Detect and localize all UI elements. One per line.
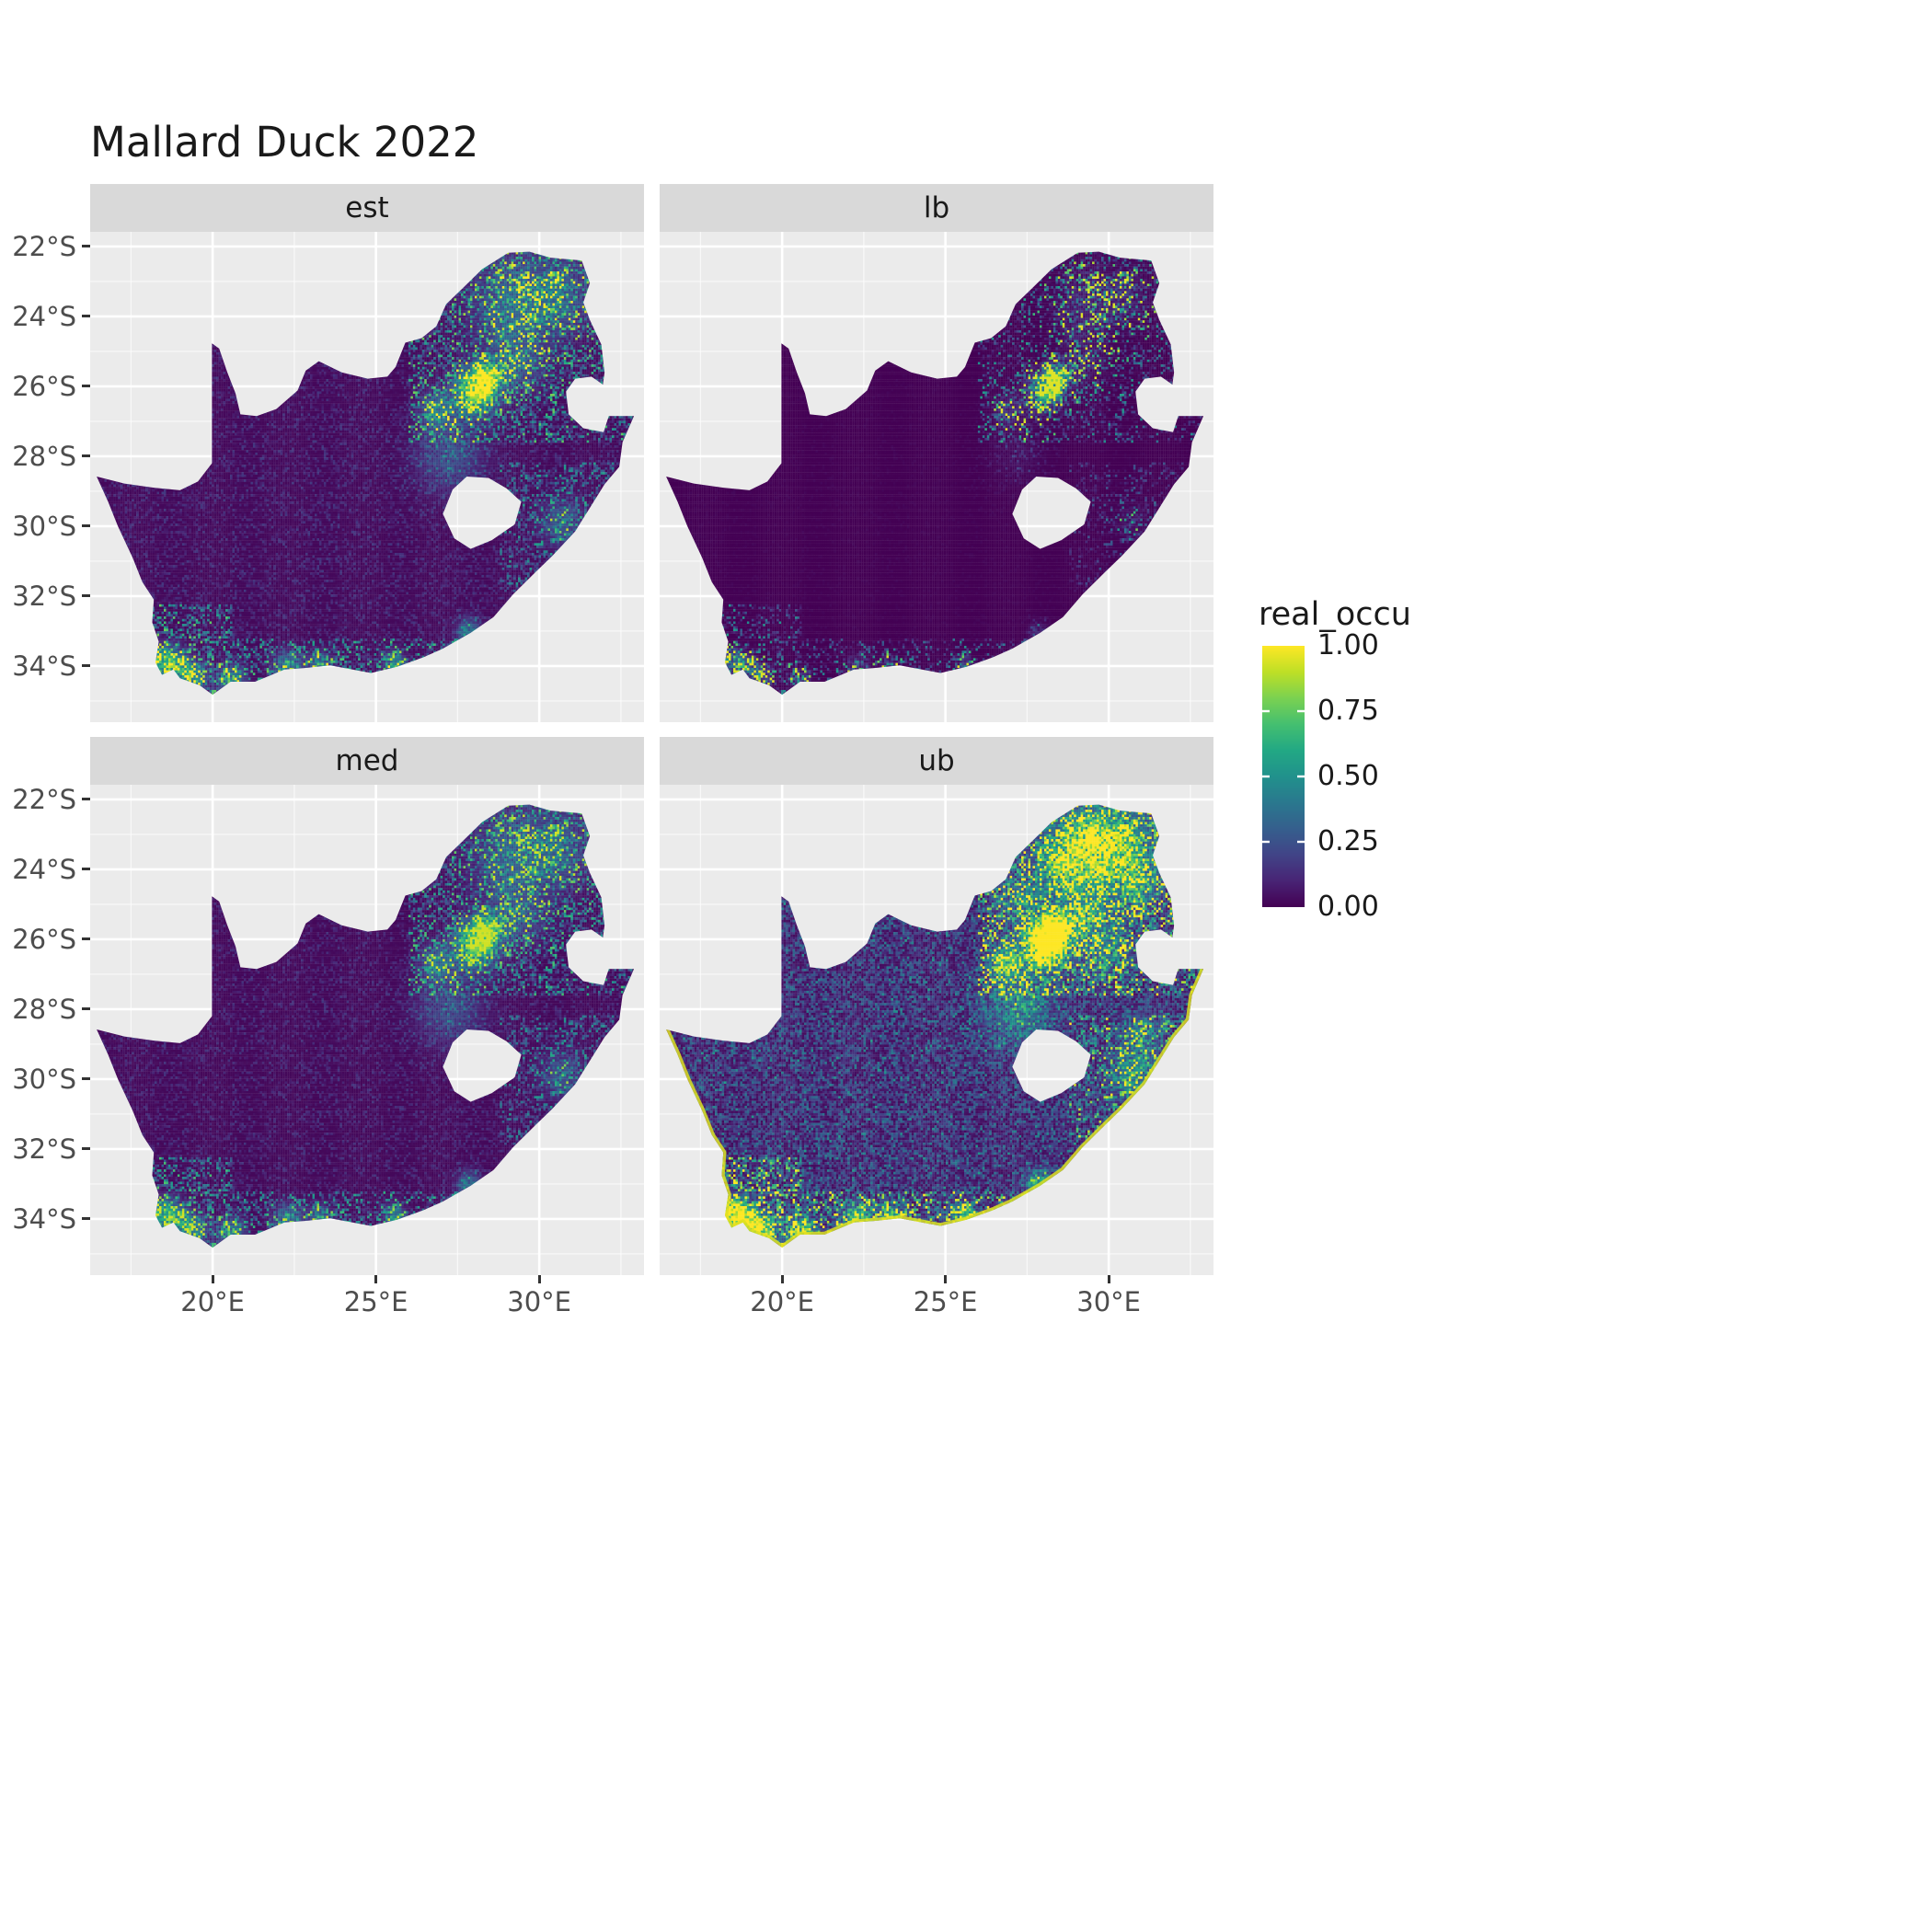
y-axis-tick-mark [82,868,90,871]
chart-title: Mallard Duck 2022 [90,118,479,167]
y-axis-label: 32°S [12,1133,76,1165]
legend-tick-label: 1.00 [1317,629,1379,661]
x-axis-label: 30°E [507,1286,571,1317]
facet-strip-lb: lb [660,184,1213,232]
x-axis-tick-mark [780,1275,784,1283]
y-axis-tick-mark [82,937,90,941]
x-axis-tick-mark [211,1275,214,1283]
y-axis-tick-mark [82,1217,90,1221]
x-axis-tick-mark [1107,1275,1110,1283]
facet-med: med [90,737,644,1275]
x-axis-label: 20°E [180,1286,245,1317]
y-axis-label: 34°S [12,1202,76,1235]
y-axis-tick-mark [82,454,90,458]
x-axis-label: 20°E [750,1286,814,1317]
x-axis-tick-mark [537,1275,541,1283]
facet-label-ub: ub [918,744,955,777]
y-axis-label: 30°S [12,1063,76,1095]
y-axis-label: 26°S [12,370,76,402]
y-axis-label: 32°S [12,580,76,612]
y-axis-tick-mark [82,1077,90,1081]
legend-title: real_occu [1259,596,1411,633]
y-axis-label: 34°S [12,650,76,682]
y-axis-tick-mark [82,524,90,528]
x-axis-tick-mark [944,1275,948,1283]
legend-tick-label: 0.25 [1317,825,1379,857]
y-axis-label: 24°S [12,300,76,332]
y-axis-tick-mark [82,315,90,318]
facet-strip-ub: ub [660,737,1213,785]
facet-label-lb: lb [923,191,950,224]
map-panel-lb [660,232,1213,722]
x-axis-label: 30°E [1076,1286,1141,1317]
x-axis-label: 25°E [343,1286,408,1317]
y-axis-label: 28°S [12,440,76,472]
y-axis-tick-mark [82,798,90,801]
facet-strip-med: med [90,737,644,785]
y-axis-tick-mark [82,245,90,248]
facet-lb: lb [660,184,1213,722]
y-axis-tick-mark [82,1007,90,1011]
y-axis-label: 22°S [12,230,76,262]
facet-label-est: est [345,191,389,224]
legend-tick-label: 0.00 [1317,891,1379,923]
legend-tick-label: 0.75 [1317,695,1379,727]
y-axis-label: 30°S [12,510,76,542]
x-axis-tick-mark [374,1275,378,1283]
facet-est: est [90,184,644,722]
y-axis-tick-mark [82,664,90,668]
map-panel-med [90,785,644,1275]
facet-label-med: med [335,744,399,777]
y-axis-label: 22°S [12,783,76,815]
facet-strip-est: est [90,184,644,232]
y-axis-label: 24°S [12,853,76,885]
x-axis-label: 25°E [913,1286,978,1317]
y-axis-label: 28°S [12,993,76,1025]
map-panel-ub [660,785,1213,1275]
y-axis-tick-mark [82,594,90,598]
map-panel-est [90,232,644,722]
legend-colorbar [1262,646,1305,907]
facet-ub: ub [660,737,1213,1275]
legend-tick-label: 0.50 [1317,760,1379,792]
y-axis-label: 26°S [12,923,76,955]
y-axis-tick-mark [82,1147,90,1151]
y-axis-tick-mark [82,385,90,388]
